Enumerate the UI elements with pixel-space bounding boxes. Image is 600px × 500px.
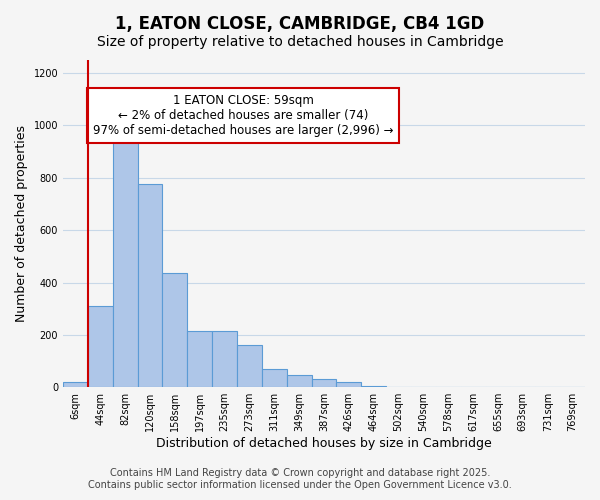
Bar [262,369,287,387]
Bar [560,386,585,387]
Bar [287,376,311,387]
Bar [337,382,361,387]
Text: 1 EATON CLOSE: 59sqm
← 2% of detached houses are smaller (74)
97% of semi-detach: 1 EATON CLOSE: 59sqm ← 2% of detached ho… [93,94,394,138]
Text: 1, EATON CLOSE, CAMBRIDGE, CB4 1GD: 1, EATON CLOSE, CAMBRIDGE, CB4 1GD [115,15,485,33]
Bar [361,386,386,387]
Bar [411,386,436,387]
Y-axis label: Number of detached properties: Number of detached properties [15,125,28,322]
Bar [187,331,212,387]
Bar [137,184,163,387]
Text: Size of property relative to detached houses in Cambridge: Size of property relative to detached ho… [97,35,503,49]
Text: Contains HM Land Registry data © Crown copyright and database right 2025.
Contai: Contains HM Land Registry data © Crown c… [88,468,512,490]
Bar [237,346,262,387]
Bar [63,382,88,387]
Bar [88,306,113,387]
X-axis label: Distribution of detached houses by size in Cambridge: Distribution of detached houses by size … [156,437,492,450]
Bar [113,130,137,387]
Bar [212,331,237,387]
Bar [311,379,337,387]
Bar [163,274,187,387]
